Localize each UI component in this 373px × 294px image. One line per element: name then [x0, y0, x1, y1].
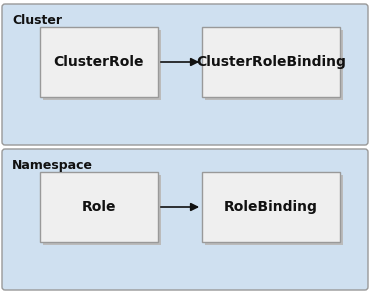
FancyBboxPatch shape	[202, 27, 340, 97]
FancyBboxPatch shape	[202, 172, 340, 242]
Text: ClusterRole: ClusterRole	[54, 55, 144, 69]
FancyBboxPatch shape	[40, 27, 158, 97]
Text: Namespace: Namespace	[12, 160, 93, 173]
Text: RoleBinding: RoleBinding	[224, 200, 318, 214]
FancyBboxPatch shape	[205, 175, 343, 245]
FancyBboxPatch shape	[205, 30, 343, 100]
Text: Role: Role	[82, 200, 116, 214]
Text: ClusterRoleBinding: ClusterRoleBinding	[196, 55, 346, 69]
FancyBboxPatch shape	[2, 149, 368, 290]
FancyBboxPatch shape	[43, 175, 161, 245]
FancyBboxPatch shape	[43, 30, 161, 100]
Text: Cluster: Cluster	[12, 14, 62, 28]
FancyBboxPatch shape	[40, 172, 158, 242]
FancyBboxPatch shape	[2, 4, 368, 145]
